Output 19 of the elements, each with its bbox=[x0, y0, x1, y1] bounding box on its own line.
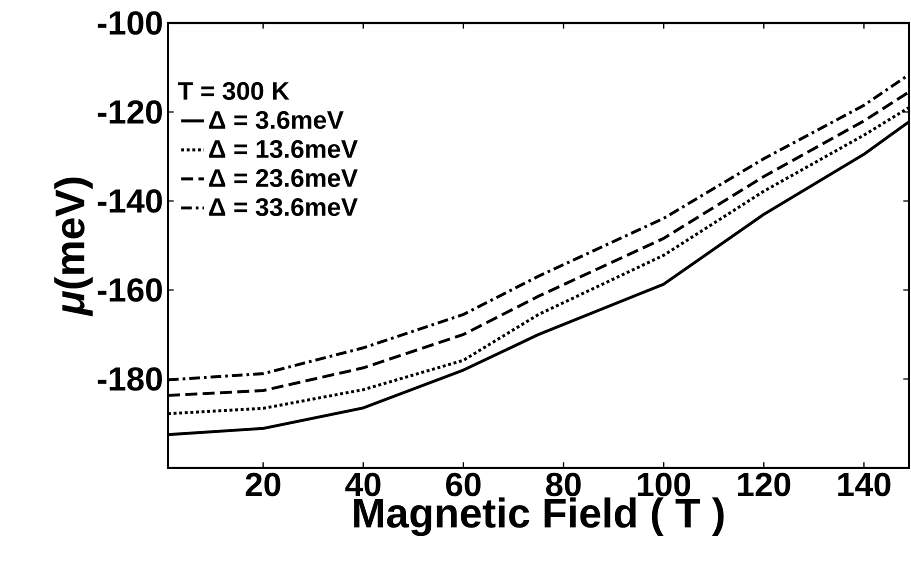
legend-label: Δ = 13.6meV bbox=[209, 140, 358, 158]
x-tick-label: 100 bbox=[638, 472, 690, 496]
legend-title: T = 300 K bbox=[178, 82, 290, 100]
y-tick-label: -180 bbox=[98, 367, 162, 391]
y-tick-label: -140 bbox=[98, 189, 162, 213]
x-tick-label: 140 bbox=[838, 472, 890, 496]
y-tick-label: -160 bbox=[98, 278, 162, 302]
y-tick-label: -100 bbox=[98, 11, 162, 35]
x-tick-label: 120 bbox=[738, 472, 790, 496]
y-axis-title: μ(meV) bbox=[54, 178, 93, 316]
legend-label: Δ = 23.6meV bbox=[209, 169, 358, 188]
y-tick-label: -120 bbox=[98, 100, 162, 124]
x-axis-title: Magnetic Field ( T ) bbox=[354, 497, 724, 536]
x-tick-label: 80 bbox=[546, 472, 581, 496]
x-tick-label: 60 bbox=[446, 472, 481, 496]
legend-label: Δ = 33.6meV bbox=[209, 198, 358, 216]
x-tick-label: 20 bbox=[246, 472, 280, 496]
x-tick-label: 40 bbox=[345, 472, 380, 496]
legend-label: Δ = 3.6meV bbox=[209, 111, 344, 129]
